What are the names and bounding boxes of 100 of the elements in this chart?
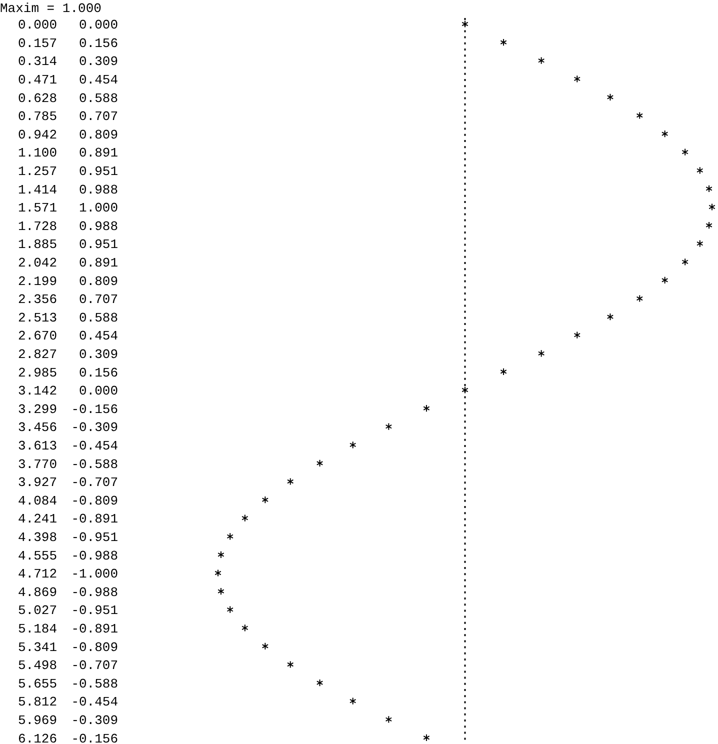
point (287, 660, 294, 668)
y-tick-label: 4.869 (18, 584, 57, 600)
y-tick-label: 2.199 (18, 274, 57, 289)
point (696, 166, 704, 174)
point (226, 606, 234, 614)
data-label: 0.000 (78, 18, 118, 33)
data-label: -0.156 (71, 402, 118, 417)
y-tick-label: 5.969 (18, 712, 57, 728)
y-tick-label: 3.456 (18, 420, 57, 436)
text: Maxim = 1.000 (0, 1, 102, 16)
data-label: -0.809 (71, 640, 118, 655)
point (262, 496, 269, 504)
point (218, 550, 224, 558)
data-label: 0.951 (78, 164, 118, 179)
point (538, 350, 545, 358)
y-tick-label: 3.927 (18, 475, 57, 490)
point (226, 532, 234, 540)
y-tick-label: 1.414 (18, 182, 58, 198)
data-label: -0.588 (71, 456, 118, 472)
y-tick-label: 5.812 (18, 694, 57, 710)
y-tick-label: 5.655 (18, 676, 57, 692)
point (385, 422, 392, 430)
point (218, 588, 224, 596)
point (316, 459, 324, 467)
y-tick-label: 0.157 (18, 36, 57, 51)
data-label: -0.951 (71, 530, 118, 545)
y-tick-label: 3.770 (18, 456, 57, 472)
y-tick-label: 0.942 (18, 127, 57, 142)
data-label: -0.988 (71, 584, 118, 600)
data-label: 0.891 (78, 146, 118, 161)
point (287, 478, 294, 486)
y-tick-label: 0.000 (18, 18, 57, 33)
data-label: -0.454 (71, 694, 118, 710)
point (696, 240, 704, 248)
data-label: 0.588 (78, 90, 118, 106)
point (706, 184, 712, 192)
data-label: -0.156 (71, 731, 118, 744)
point (574, 75, 580, 83)
point (661, 130, 668, 138)
point (682, 148, 688, 156)
data-label: 0.707 (78, 292, 118, 308)
y-tick-label: 4.555 (18, 548, 57, 564)
data-label: -0.951 (71, 603, 118, 618)
y-tick-label: 1.100 (18, 146, 57, 161)
point (636, 294, 643, 302)
data-label: 0.951 (78, 237, 118, 252)
y-tick-label: 5.341 (18, 640, 58, 655)
data-label: 0.809 (78, 274, 118, 289)
data-label: -0.454 (71, 438, 118, 454)
point (574, 331, 580, 339)
point (682, 258, 688, 266)
point (385, 716, 392, 724)
point (636, 112, 643, 120)
data-label: 0.707 (78, 109, 118, 124)
point (350, 697, 356, 705)
y-tick-label: 0.314 (18, 54, 58, 70)
point (316, 679, 324, 687)
point (242, 624, 248, 632)
data-label: 0.891 (78, 255, 118, 270)
y-tick-label: 4.084 (18, 493, 58, 508)
point (606, 313, 614, 321)
point (214, 569, 222, 577)
data-label: -0.707 (71, 658, 118, 674)
y-tick-label: 2.356 (18, 292, 57, 308)
y-tick-label: 4.398 (18, 530, 57, 545)
y-tick-label: 2.827 (18, 346, 57, 362)
point (242, 514, 248, 522)
point (462, 20, 468, 28)
y-tick-label: 3.613 (18, 438, 57, 454)
point (262, 642, 269, 650)
data-label: -0.309 (71, 420, 118, 436)
data-label: -0.891 (71, 512, 118, 527)
data-label: -0.309 (71, 712, 118, 728)
data-label: -0.588 (71, 676, 118, 692)
point (708, 203, 716, 211)
point (500, 368, 507, 376)
y-tick-label: 1.257 (18, 164, 57, 179)
y-tick-label: 0.471 (18, 72, 58, 88)
data-label: 0.454 (78, 328, 118, 344)
data-label: -0.891 (71, 621, 118, 636)
point (661, 276, 668, 284)
data-label: 0.156 (78, 36, 118, 51)
y-tick-label: 1.885 (18, 237, 57, 252)
point (538, 56, 545, 64)
point (706, 222, 712, 230)
y-tick-label: 0.628 (18, 90, 57, 106)
data-label: 0.156 (78, 365, 118, 380)
y-tick-label: 5.498 (18, 658, 57, 674)
y-tick-label: 1.728 (18, 218, 57, 234)
data-label: 0.309 (78, 346, 118, 362)
data-label: 1.000 (78, 200, 118, 216)
y-tick-label: 6.126 (18, 731, 57, 744)
point (500, 38, 507, 46)
point (606, 93, 614, 101)
y-tick-label: 0.785 (18, 109, 57, 124)
y-tick-label: 2.985 (18, 365, 57, 380)
y-tick-label: 2.670 (18, 328, 57, 344)
point (423, 734, 430, 742)
data-label: -0.707 (71, 475, 118, 490)
y-tick-label: 2.513 (18, 310, 57, 326)
